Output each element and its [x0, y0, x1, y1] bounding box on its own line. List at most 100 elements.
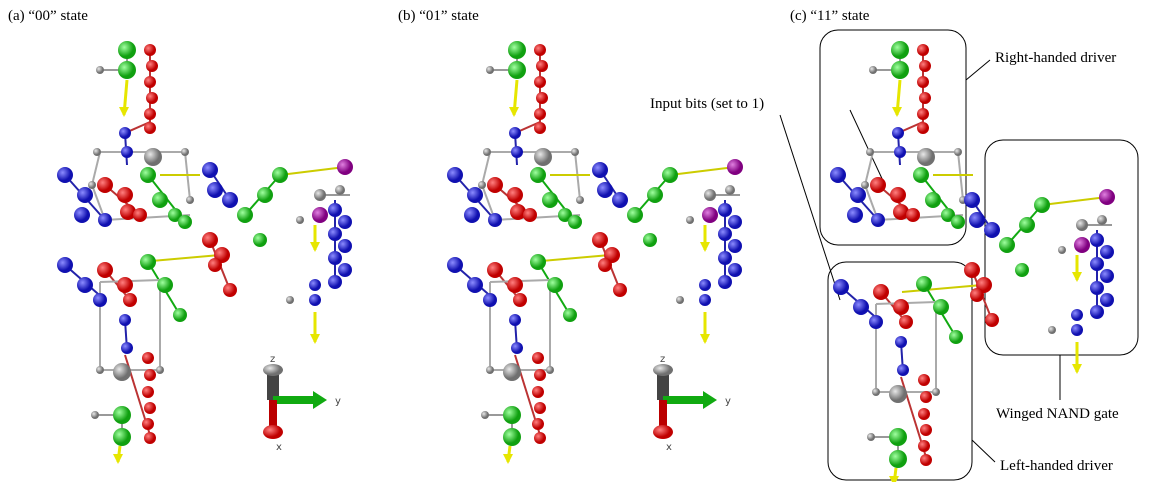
- atom: [613, 283, 627, 297]
- atom: [140, 167, 156, 183]
- atom: [173, 308, 187, 322]
- axis-y-head: [313, 391, 327, 409]
- atom: [118, 41, 136, 59]
- axis-x-cap: [263, 425, 283, 439]
- atom: [207, 182, 223, 198]
- arrow-head: [1072, 364, 1082, 374]
- atom: [296, 216, 304, 224]
- atom: [999, 237, 1015, 253]
- atom: [486, 66, 494, 74]
- atom: [507, 277, 523, 293]
- atom: [847, 207, 863, 223]
- atom: [486, 366, 494, 374]
- atom: [117, 277, 133, 293]
- atom: [144, 432, 156, 444]
- arrow-head: [119, 107, 129, 117]
- atom: [534, 122, 546, 134]
- atom: [142, 386, 154, 398]
- axis-label: y: [335, 396, 341, 407]
- atom: [913, 167, 929, 183]
- atom: [530, 167, 546, 183]
- bond: [902, 285, 982, 292]
- atom: [447, 167, 463, 183]
- atom: [1076, 219, 1088, 231]
- atom: [133, 208, 147, 222]
- figure: (a) “00” state (b) “01” state (c) “11” s…: [0, 0, 1176, 482]
- atom: [699, 279, 711, 291]
- atom: [509, 314, 521, 326]
- atom: [951, 215, 965, 229]
- leader: [972, 440, 995, 462]
- annotation: Right-handed driver: [995, 50, 1116, 66]
- atom: [123, 293, 137, 307]
- atom: [647, 187, 663, 203]
- atom: [906, 208, 920, 222]
- atom: [337, 159, 353, 175]
- atom: [532, 386, 544, 398]
- atom: [91, 411, 99, 419]
- atom: [253, 233, 267, 247]
- atom: [704, 189, 716, 201]
- leader: [780, 115, 840, 300]
- atom: [57, 167, 73, 183]
- annotation: Left-handed driver: [1000, 458, 1113, 474]
- atom: [718, 203, 732, 217]
- atom: [702, 207, 718, 223]
- axis-label: x: [276, 442, 282, 453]
- atom: [144, 148, 162, 166]
- axis-label: x: [666, 442, 672, 453]
- atom: [725, 185, 735, 195]
- atom: [889, 428, 907, 446]
- atom: [144, 108, 156, 120]
- arrow-head: [310, 334, 320, 344]
- atom: [118, 61, 136, 79]
- atom: [1048, 326, 1056, 334]
- atom: [869, 315, 883, 329]
- atom: [483, 293, 497, 307]
- atom: [309, 294, 321, 306]
- axis-y: [273, 396, 313, 404]
- atom: [328, 203, 342, 217]
- annotation: Input bits (set to 1): [650, 96, 764, 112]
- panel-label: (a) “00” state: [8, 8, 88, 24]
- atom: [272, 167, 288, 183]
- atom: [309, 279, 321, 291]
- atom: [954, 148, 962, 156]
- atom: [534, 402, 546, 414]
- atom: [328, 275, 342, 289]
- atom: [643, 233, 657, 247]
- atom: [985, 313, 999, 327]
- atom: [917, 122, 929, 134]
- atom: [891, 61, 909, 79]
- atom: [1071, 324, 1083, 336]
- atom: [861, 181, 869, 189]
- atom: [223, 283, 237, 297]
- atom: [97, 262, 113, 278]
- atom: [917, 108, 929, 120]
- atom: [503, 428, 521, 446]
- panel-label: (b) “01” state: [398, 8, 479, 24]
- atom: [1058, 246, 1066, 254]
- atom: [152, 192, 168, 208]
- atom: [157, 277, 173, 293]
- atom: [113, 363, 131, 381]
- atom: [312, 207, 328, 223]
- atom: [97, 177, 113, 193]
- atom: [850, 187, 866, 203]
- atom: [447, 257, 463, 273]
- atom: [186, 196, 194, 204]
- atom: [853, 299, 869, 315]
- atom: [917, 44, 929, 56]
- atom: [964, 192, 980, 208]
- arrow-head: [700, 334, 710, 344]
- atom: [181, 148, 189, 156]
- atom: [144, 402, 156, 414]
- arrow-head: [503, 454, 513, 464]
- atom: [984, 222, 1000, 238]
- arrow-head: [892, 107, 902, 117]
- bond: [1042, 197, 1107, 205]
- atom: [1090, 257, 1104, 271]
- atom: [873, 284, 889, 300]
- atom: [964, 262, 980, 278]
- atom: [627, 207, 643, 223]
